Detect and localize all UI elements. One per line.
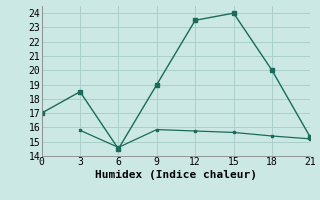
X-axis label: Humidex (Indice chaleur): Humidex (Indice chaleur) <box>95 170 257 180</box>
